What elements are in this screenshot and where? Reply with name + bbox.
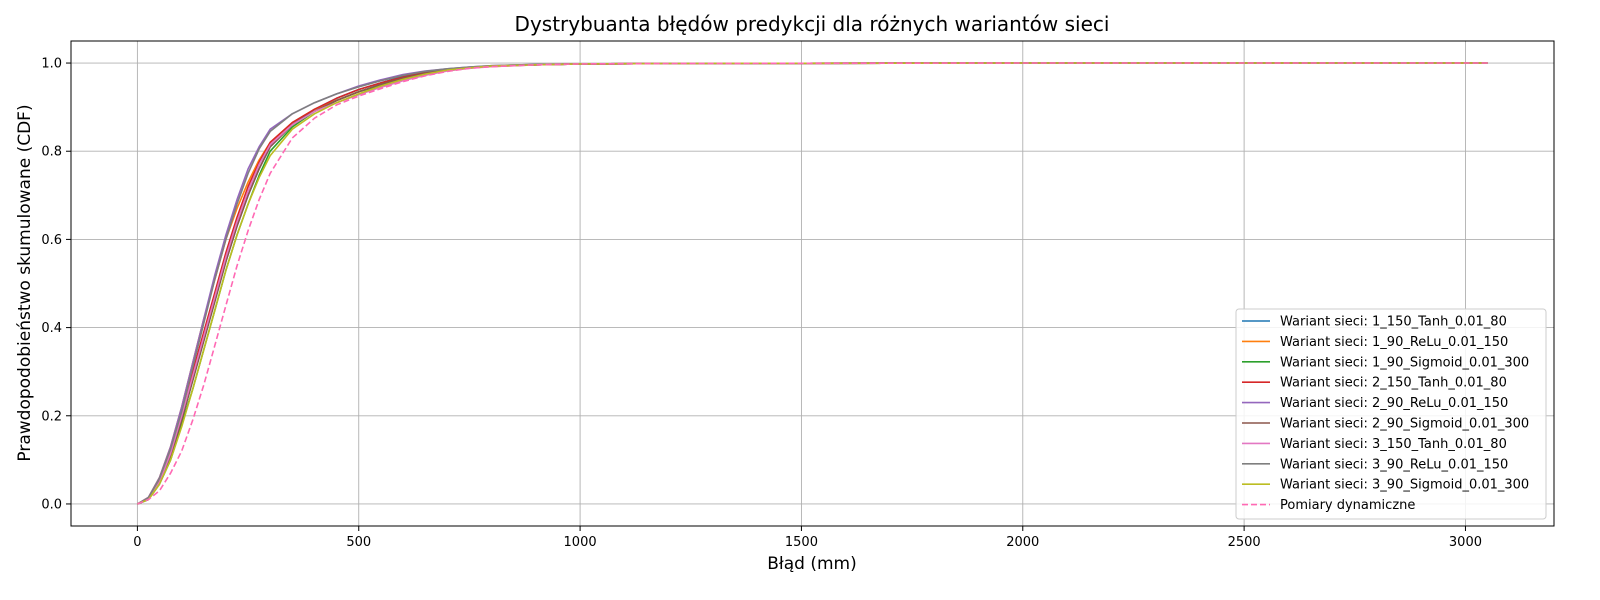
legend-label: Wariant sieci: 2_150_Tanh_0.01_80: [1280, 376, 1507, 391]
tick-layer: 0 500 1000 1500 2000 2500 3000 0.0 0.2 0.4 0.6 0.8 1…: [41, 57, 1482, 550]
legend-item: Wariant sieci: 2_150_Tanh_0.01_80: [1242, 376, 1507, 391]
x-tick-label: 500: [346, 535, 371, 550]
legend-item: Wariant sieci: 2_90_ReLu_0.01_150: [1242, 396, 1508, 411]
legend-label: Wariant sieci: 2_90_ReLu_0.01_150: [1280, 396, 1508, 411]
legend-item: Wariant sieci: 3_90_ReLu_0.01_150: [1242, 457, 1508, 472]
legend-item: Wariant sieci: 3_150_Tanh_0.01_80: [1242, 437, 1507, 452]
legend-box: [1235, 308, 1547, 520]
x-axis-label: Błąd (mm): [767, 554, 857, 574]
legend-label: Wariant sieci: 3_90_Sigmoid_0.01_300: [1280, 478, 1529, 493]
legend-item: Wariant sieci: 1_90_Sigmoid_0.01_300: [1242, 355, 1529, 370]
legend-label: Wariant sieci: 3_150_Tanh_0.01_80: [1280, 437, 1507, 452]
legend-item: Wariant sieci: 1_90_ReLu_0.01_150: [1242, 335, 1508, 350]
chart-title: Dystrybuanta błędów predykcji dla różnyc…: [515, 12, 1110, 36]
y-axis-label: Prawdopodobieństwo skumulowane (CDF): [15, 104, 35, 461]
legend-label: Wariant sieci: 1_90_Sigmoid_0.01_300: [1280, 355, 1529, 370]
x-tick-label: 0: [133, 535, 141, 550]
y-tick-label: 0.0: [41, 497, 62, 512]
legend-label: Wariant sieci: 2_90_Sigmoid_0.01_300: [1280, 417, 1529, 432]
plot-frame: [70, 40, 1555, 527]
x-tick-label: 1000: [564, 535, 597, 550]
y-tick-label: 0.6: [41, 233, 62, 248]
legend-label: Wariant sieci: 1_150_Tanh_0.01_80: [1280, 315, 1507, 330]
legend-item: Wariant sieci: 3_90_Sigmoid_0.01_300: [1242, 478, 1529, 493]
x-tick-label: 2500: [1228, 535, 1261, 550]
x-tick-label: 3000: [1449, 535, 1482, 550]
series-layer: [136, 62, 1488, 505]
y-tick-label: 1.0: [41, 57, 62, 72]
x-tick-label: 2000: [1006, 535, 1039, 550]
y-tick-label: 0.4: [41, 321, 62, 336]
series-line-10: [137, 62, 1488, 505]
legend-label: Pomiary dynamiczne: [1280, 498, 1415, 513]
legend-item: Pomiary dynamiczne: [1242, 498, 1415, 513]
legend-item: Wariant sieci: 1_150_Tanh_0.01_80: [1242, 315, 1507, 330]
legend: Wariant sieci: 1_150_Tanh_0.01_80 Wariant…: [1235, 308, 1547, 520]
legend-label: Wariant sieci: 3_90_ReLu_0.01_150: [1280, 457, 1508, 472]
legend-label: Wariant sieci: 1_90_ReLu_0.01_150: [1280, 335, 1508, 350]
y-tick-label: 0.8: [41, 145, 62, 160]
legend-item: Wariant sieci: 2_90_Sigmoid_0.01_300: [1242, 417, 1529, 432]
x-tick-label: 1500: [785, 535, 818, 550]
y-tick-label: 0.2: [41, 409, 62, 424]
